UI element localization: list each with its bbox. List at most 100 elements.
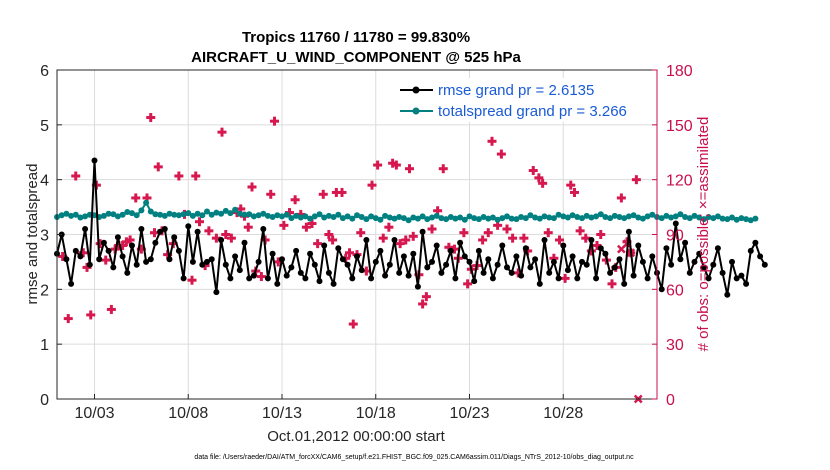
spread-point: [363, 216, 370, 223]
rmse-point: [461, 253, 468, 260]
rmse-point: [363, 237, 370, 243]
y-tick-label: 0: [40, 392, 49, 409]
obs-possible-marker: [378, 233, 388, 243]
obs-possible-marker: [607, 279, 617, 289]
rmse-point: [443, 261, 450, 268]
spread-point: [752, 215, 759, 222]
obs-possible-marker: [478, 235, 488, 245]
rmse-point: [129, 242, 135, 249]
spread-point: [391, 215, 398, 222]
obs-possible-marker: [345, 248, 354, 258]
spread-point: [166, 210, 173, 217]
obs-possible-marker: [373, 160, 383, 170]
rmse-point: [602, 250, 609, 257]
spread-point: [307, 215, 314, 222]
rmse-point: [579, 258, 585, 265]
spread-point: [452, 215, 459, 222]
obs-possible-marker: [502, 224, 512, 234]
obs-possible-marker: [243, 222, 253, 232]
series-group: [54, 157, 768, 298]
spread-point: [583, 212, 590, 219]
spread-point: [475, 216, 482, 223]
spread-point: [710, 215, 717, 222]
obs-possible-marker: [131, 193, 141, 203]
rmse-point: [194, 228, 201, 235]
spread-point: [260, 210, 267, 217]
obs-possible-marker: [566, 180, 576, 190]
spread-point: [569, 212, 576, 219]
obs-possible-marker: [560, 273, 570, 283]
y-tick-label: 4: [40, 173, 49, 190]
spread-point: [180, 211, 187, 218]
y-tick-label: 2: [40, 282, 49, 299]
rmse-point: [560, 242, 567, 249]
rmse-point: [307, 250, 314, 257]
spread-point: [461, 216, 468, 223]
obs-possible-marker: [631, 175, 641, 185]
rmse-point: [264, 275, 271, 282]
obs-possible-marker: [401, 235, 411, 245]
rmse-point: [733, 275, 740, 282]
obs-possible-marker: [195, 217, 204, 227]
rmse-point: [729, 258, 735, 265]
spread-point: [335, 211, 342, 218]
rmse-point: [274, 280, 281, 287]
rmse-point: [593, 275, 600, 282]
spread-point: [602, 214, 609, 220]
rmse-point: [536, 280, 543, 287]
rmse-point: [302, 275, 309, 282]
spread-point: [232, 206, 239, 213]
obs-possible-marker: [86, 310, 96, 320]
obs-possible-marker: [463, 279, 473, 289]
rmse-point: [321, 242, 328, 249]
obs-possible-marker: [328, 235, 338, 245]
spread-point: [639, 215, 646, 222]
spread-point: [663, 212, 670, 219]
rmse-point: [752, 239, 759, 246]
spread-point: [607, 215, 614, 222]
spread-point: [297, 214, 304, 221]
spread-point: [185, 210, 192, 217]
rmse-point: [438, 269, 445, 276]
spread-point: [494, 216, 501, 223]
spread-point: [424, 216, 431, 223]
x-tick-label: 10/23: [449, 405, 489, 422]
y2-tick-label: 90: [666, 228, 684, 245]
rmse-point: [72, 247, 79, 254]
spread-point: [63, 210, 70, 217]
rmse-point: [325, 269, 332, 276]
spread-point: [560, 213, 567, 220]
spread-point: [414, 215, 421, 222]
rmse-point: [400, 253, 407, 260]
obs-possible-marker: [290, 195, 300, 205]
rmse-point: [255, 258, 262, 265]
spread-point: [382, 212, 389, 219]
x-tick-label: 10/18: [356, 405, 396, 422]
spread-point: [321, 214, 328, 221]
rmse-point: [550, 258, 557, 265]
spread-point: [714, 213, 721, 220]
obs-possible-marker: [395, 239, 405, 249]
spread-point: [138, 207, 145, 214]
spread-point: [274, 212, 281, 219]
spread-point: [325, 212, 332, 219]
obs-possible-marker: [187, 275, 197, 285]
obs-possible-marker: [570, 187, 579, 197]
rmse-point: [114, 234, 121, 241]
spread-point: [124, 209, 131, 215]
spread-point: [157, 211, 164, 218]
spread-point: [100, 212, 107, 219]
spread-point: [588, 214, 595, 221]
spread-point: [738, 215, 745, 222]
spread-point: [743, 216, 750, 223]
obs-possible-marker: [367, 180, 377, 190]
spread-point: [513, 216, 520, 223]
spread-point: [204, 208, 210, 215]
rmse-point: [714, 245, 721, 252]
rmse-point: [705, 275, 712, 282]
rmse-point: [208, 256, 215, 263]
spread-point: [700, 216, 707, 223]
rmse-point: [682, 239, 689, 246]
rmse-point: [724, 291, 731, 298]
spread-point: [649, 211, 656, 218]
